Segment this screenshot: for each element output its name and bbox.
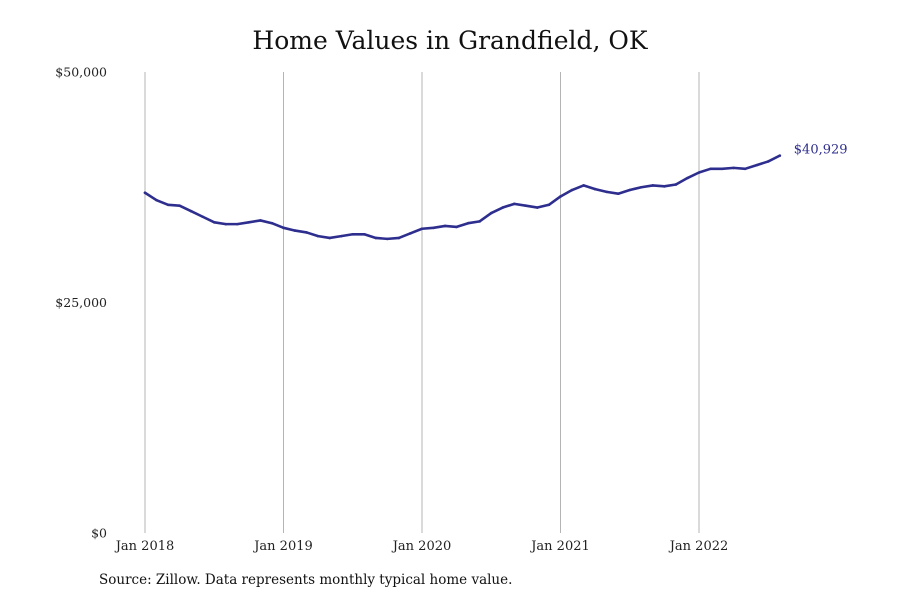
end-value-label: $40,929 [794,143,848,158]
data-point [639,185,643,189]
data-point [305,231,308,234]
data-point [247,220,251,224]
x-tick-label: Jan 2020 [391,539,452,554]
data-point [143,191,147,195]
series-group [143,154,782,241]
data-point [201,215,205,219]
data-point [513,202,516,206]
data-point [720,167,724,171]
data-point [178,204,181,207]
data-point [328,236,331,240]
data-point [339,234,343,238]
y-axis: $0 $25,000 $50,000 [55,65,107,541]
data-point [501,206,505,209]
data-point [547,203,551,207]
y-tick-label: $0 [91,526,107,541]
data-point [236,222,239,226]
data-point [282,226,285,230]
data-point [293,229,297,232]
data-point [409,232,412,235]
data-point [755,163,759,167]
data-point [743,167,747,171]
data-point [686,176,689,180]
data-point [155,198,158,202]
data-point [732,166,735,170]
data-point [270,221,274,225]
data-point [766,160,770,163]
data-point [559,195,562,198]
data-point [709,167,712,171]
data-point [593,187,597,191]
series-line [143,154,782,241]
x-tick-label: Jan 2021 [529,539,590,554]
data-point [605,190,608,194]
data-point [316,234,320,238]
data-point [570,188,574,192]
data-point [420,227,424,231]
data-point [259,219,262,222]
data-point [362,232,366,236]
data-point [489,211,493,215]
gridlines [144,72,700,533]
data-point [478,220,482,223]
data-point [582,184,585,187]
data-point [374,236,378,240]
data-point [397,236,401,240]
data-point [536,206,539,209]
data-point [455,225,458,229]
data-point [189,209,193,213]
data-point [466,221,470,225]
chart-title: Home Values in Grandfield, OK [252,26,648,55]
data-point [524,204,528,207]
data-point [616,192,620,195]
data-point [778,154,782,157]
annotations: $40,929 [794,143,848,158]
data-point [166,203,170,207]
x-tick-label: Jan 2018 [114,539,175,554]
x-axis: Jan 2018 Jan 2019 Jan 2020 Jan 2021 Jan 2022 [114,539,729,554]
data-point [674,183,678,186]
data-point [663,185,666,188]
data-point [443,224,447,228]
x-tick-label: Jan 2022 [668,539,729,554]
y-tick-label: $25,000 [55,295,107,310]
data-point [432,226,435,230]
data-point [651,184,655,187]
data-point [212,220,216,224]
data-point [351,232,355,236]
x-tick-label: Jan 2019 [252,539,313,554]
y-tick-label: $50,000 [55,65,107,80]
data-point [386,237,389,241]
data-point [628,188,632,192]
data-point [224,222,228,226]
data-point [697,171,701,174]
source-note: Source: Zillow. Data represents monthly … [99,572,513,588]
